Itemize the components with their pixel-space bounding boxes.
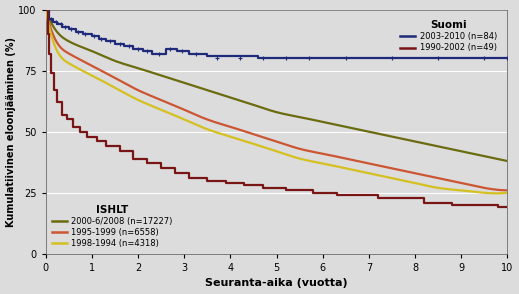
X-axis label: Seuranta-aika (vuotta): Seuranta-aika (vuotta) [205, 278, 348, 288]
Legend: 2000-6/2008 (n=17227), 1995-1999 (n=6558), 1998-1994 (n=4318): 2000-6/2008 (n=17227), 1995-1999 (n=6558… [50, 203, 174, 250]
Y-axis label: Kumulatiivinen eloonjääminen (%): Kumulatiivinen eloonjääminen (%) [6, 37, 16, 227]
